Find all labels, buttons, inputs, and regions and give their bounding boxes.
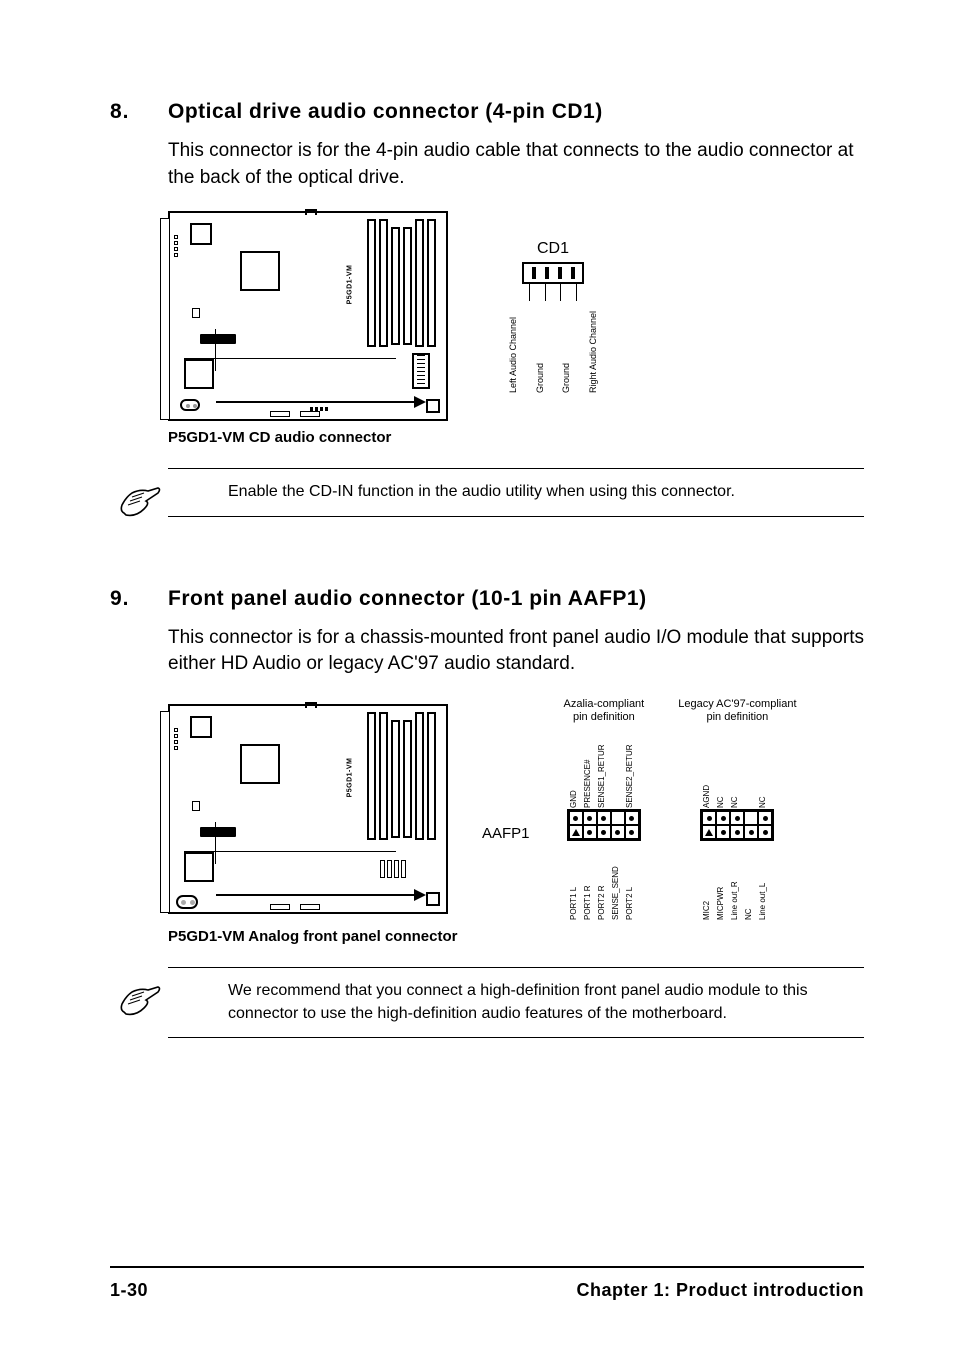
note-hand-icon xyxy=(118,483,162,519)
azalia-title-1: Azalia-compliant xyxy=(564,698,645,710)
lg-bot-4: Line out_L xyxy=(758,842,772,920)
section-8-title: Optical drive audio connector (4-pin CD1… xyxy=(168,100,603,124)
page-number: 1-30 xyxy=(110,1280,148,1301)
section-9-header: 9. Front panel audio connector (10-1 pin… xyxy=(110,587,864,611)
az-top-4: SENSE2_RETUR xyxy=(625,730,639,808)
section-8-note: Enable the CD-IN function in the audio u… xyxy=(168,468,864,516)
cd-pin-1: Left Audio Channel xyxy=(508,303,518,393)
az-bot-4: PORT2 L xyxy=(625,842,639,920)
section-9-title: Front panel audio connector (10-1 pin AA… xyxy=(168,587,647,611)
aafp1-label: AAFP1 xyxy=(482,825,530,842)
mobo-label-aafp: P5GD1-VM xyxy=(347,758,354,798)
section-9-num: 9. xyxy=(110,587,168,611)
legacy-pinout: Legacy AC'97-compliant pin definition AG… xyxy=(678,698,796,920)
legacy-header xyxy=(700,809,774,841)
az-bot-3: SENSE_SEND xyxy=(611,842,625,920)
arrow-icon xyxy=(216,894,416,896)
chapter-title: Chapter 1: Product introduction xyxy=(577,1280,865,1301)
lg-bot-2: Line out_R xyxy=(730,842,744,920)
lg-bot-0: MIC2 xyxy=(702,842,716,920)
motherboard-diagram-cd: P5GD1-VM xyxy=(168,211,448,421)
azalia-pinout: Azalia-compliant pin definition GND PRES… xyxy=(564,698,645,920)
azalia-title-2: pin definition xyxy=(573,711,635,723)
lg-top-4: NC xyxy=(758,730,772,808)
az-top-2: SENSE1_RETUR xyxy=(597,730,611,808)
azalia-header xyxy=(567,809,641,841)
page-footer: 1-30 Chapter 1: Product introduction xyxy=(110,1266,864,1301)
lg-top-2: NC xyxy=(730,730,744,808)
section-9-desc: This connector is for a chassis-mounted … xyxy=(168,625,864,678)
section-9-diagram: P5GD1-VM AAFP1 Azalia-compliant pin defi… xyxy=(168,698,864,920)
cd-connector-location xyxy=(180,399,200,411)
lg-top-1: NC xyxy=(716,730,730,808)
cd1-label: CD1 xyxy=(537,240,569,258)
aafp-connector-location xyxy=(176,895,198,909)
section-8-diagram: P5GD1-VM CD1 Left Audio Channel Ground G… xyxy=(168,211,864,421)
section-8-header: 8. Optical drive audio connector (4-pin … xyxy=(110,100,864,124)
lg-bot-1: MICPWR xyxy=(716,842,730,920)
section-8-num: 8. xyxy=(110,100,168,124)
mobo-label-cd: P5GD1-VM xyxy=(347,265,354,305)
section-8-caption: P5GD1-VM CD audio connector xyxy=(168,429,864,446)
lg-top-0: AGND xyxy=(702,730,716,808)
lg-bot-3: NC xyxy=(744,842,758,920)
arrow-icon xyxy=(216,401,416,403)
note-8-text: Enable the CD-IN function in the audio u… xyxy=(228,483,735,500)
section-9-caption: P5GD1-VM Analog front panel connector xyxy=(168,928,864,945)
az-top-0: GND xyxy=(569,730,583,808)
cd-pin-2: Ground xyxy=(535,303,545,393)
note-9-text: We recommend that you connect a high-def… xyxy=(228,982,808,1021)
az-bot-1: PORT1 R xyxy=(583,842,597,920)
az-top-1: PRESENCE# xyxy=(583,730,597,808)
az-bot-0: PORT1 L xyxy=(569,842,583,920)
section-8-desc: This connector is for the 4-pin audio ca… xyxy=(168,138,864,191)
cd1-pinout: CD1 Left Audio Channel Ground Ground Rig… xyxy=(508,240,598,393)
section-9-note: We recommend that you connect a high-def… xyxy=(168,967,864,1038)
motherboard-diagram-aafp: P5GD1-VM xyxy=(168,704,448,914)
legacy-title-1: Legacy AC'97-compliant xyxy=(678,698,796,710)
cd-pin-4: Right Audio Channel xyxy=(588,303,598,393)
legacy-title-2: pin definition xyxy=(706,711,768,723)
az-bot-2: PORT2 R xyxy=(597,842,611,920)
note-hand-icon xyxy=(118,982,162,1018)
cd-pin-3: Ground xyxy=(561,303,571,393)
